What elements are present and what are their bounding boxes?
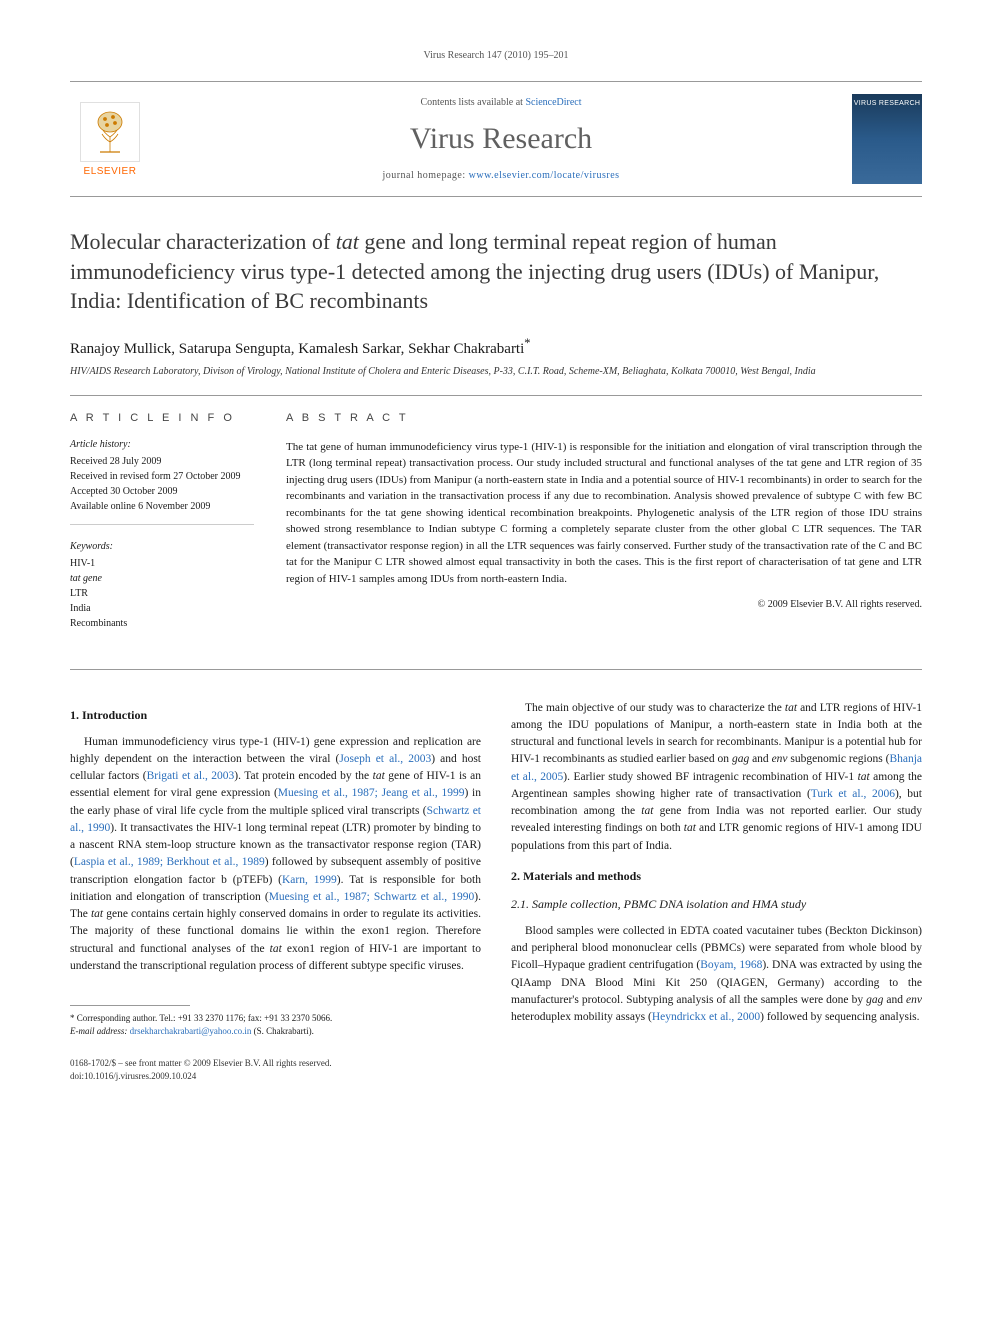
article-info-column: A R T I C L E I N F O Article history: R… xyxy=(70,396,270,669)
cover-label: VIRUS RESEARCH xyxy=(854,100,920,107)
email-suffix: (S. Chakrabarti). xyxy=(254,1026,314,1036)
italic-term: env xyxy=(772,753,788,765)
journal-center-block: Contents lists available at ScienceDirec… xyxy=(150,97,852,181)
sciencedirect-link[interactable]: ScienceDirect xyxy=(525,97,581,108)
journal-masthead: ELSEVIER Contents lists available at Sci… xyxy=(70,81,922,197)
elsevier-tree-icon xyxy=(80,102,140,162)
methods-paragraph-1: Blood samples were collected in EDTA coa… xyxy=(511,923,922,1027)
abstract-copyright: © 2009 Elsevier B.V. All rights reserved… xyxy=(286,597,922,612)
footnote-separator xyxy=(70,1005,190,1006)
journal-cover-thumbnail: VIRUS RESEARCH xyxy=(852,94,922,184)
citation-link[interactable]: Heyndrickx et al., 2000 xyxy=(652,1011,760,1023)
citation-link[interactable]: Muesing et al., 1987; Jeang et al., 1999 xyxy=(278,787,465,799)
keyword: tat gene xyxy=(70,571,254,586)
affiliation: HIV/AIDS Research Laboratory, Divison of… xyxy=(70,366,922,377)
authors-text: Ranajoy Mullick, Satarupa Sengupta, Kama… xyxy=(70,341,524,357)
keyword: Recombinants xyxy=(70,616,254,631)
homepage-prefix: journal homepage: xyxy=(382,170,468,181)
subsection-heading-2-1: 2.1. Sample collection, PBMC DNA isolati… xyxy=(511,895,922,913)
body-text: and xyxy=(749,753,771,765)
intro-paragraph-2: The main objective of our study was to c… xyxy=(511,700,922,855)
italic-term: tat xyxy=(858,771,870,783)
body-text: The main objective of our study was to c… xyxy=(525,702,785,714)
contents-lists-line: Contents lists available at ScienceDirec… xyxy=(150,97,852,108)
body-text: ). Tat protein encoded by the xyxy=(234,770,372,782)
abstract-column: A B S T R A C T The tat gene of human im… xyxy=(270,396,922,669)
footer-copyright: 0168-1702/$ – see front matter © 2009 El… xyxy=(70,1057,481,1070)
citation-link[interactable]: Muesing et al., 1987; Schwartz et al., 1… xyxy=(269,891,475,903)
body-text: heteroduplex mobility assays ( xyxy=(511,1011,652,1023)
history-line: Received 28 July 2009 xyxy=(70,454,254,469)
corresponding-author-footnote: * Corresponding author. Tel.: +91 33 237… xyxy=(70,1012,481,1037)
italic-term: tat xyxy=(785,702,797,714)
citation-link[interactable]: Boyam, 1968 xyxy=(700,959,762,971)
italic-term: tat xyxy=(91,908,103,920)
author-list: Ranajoy Mullick, Satarupa Sengupta, Kama… xyxy=(70,336,922,358)
italic-term: tat xyxy=(684,822,696,834)
italic-term: tat xyxy=(270,943,282,955)
keyword: LTR xyxy=(70,586,254,601)
body-two-column: 1. Introduction Human immunodeficiency v… xyxy=(70,700,922,1083)
keywords-block: Keywords: HIV-1 tat gene LTR India Recom… xyxy=(70,539,254,641)
footnote-email-line: E-mail address: drsekharchakrabarti@yaho… xyxy=(70,1025,481,1038)
keyword: HIV-1 xyxy=(70,556,254,571)
article-history-block: Article history: Received 28 July 2009 R… xyxy=(70,437,254,525)
keyword: India xyxy=(70,601,254,616)
running-header: Virus Research 147 (2010) 195–201 xyxy=(70,50,922,61)
history-line: Available online 6 November 2009 xyxy=(70,499,254,514)
page-footer: 0168-1702/$ – see front matter © 2009 El… xyxy=(70,1057,481,1082)
title-part-1: Molecular characterization of xyxy=(70,229,336,254)
body-text: ) followed by sequencing analysis. xyxy=(760,1011,919,1023)
corresponding-email-link[interactable]: drsekharchakrabarti@yahoo.co.in xyxy=(130,1026,252,1036)
italic-term: gag xyxy=(732,753,749,765)
section-heading-intro: 1. Introduction xyxy=(70,706,481,724)
history-label: Article history: xyxy=(70,437,254,452)
history-line: Accepted 30 October 2009 xyxy=(70,484,254,499)
footnote-corr: * Corresponding author. Tel.: +91 33 237… xyxy=(70,1012,481,1025)
citation-link[interactable]: Karn, 1999 xyxy=(282,874,337,886)
contents-prefix: Contents lists available at xyxy=(420,97,525,108)
journal-homepage-link[interactable]: www.elsevier.com/locate/virusres xyxy=(469,170,620,181)
citation-link[interactable]: Turk et al., 2006 xyxy=(811,788,895,800)
journal-homepage-line: journal homepage: www.elsevier.com/locat… xyxy=(150,170,852,181)
intro-paragraph-1: Human immunodeficiency virus type-1 (HIV… xyxy=(70,734,481,976)
body-text: ). Earlier study showed BF intragenic re… xyxy=(563,771,857,783)
article-info-heading: A R T I C L E I N F O xyxy=(70,410,254,427)
publisher-logo-block: ELSEVIER xyxy=(70,102,150,177)
left-column: 1. Introduction Human immunodeficiency v… xyxy=(70,700,481,1083)
corresponding-mark: * xyxy=(524,336,530,350)
italic-term: tat xyxy=(373,770,385,782)
elsevier-wordmark: ELSEVIER xyxy=(84,166,137,177)
journal-name: Virus Research xyxy=(150,122,852,156)
citation-link[interactable]: Brigati et al., 2003 xyxy=(147,770,235,782)
email-label: E-mail address: xyxy=(70,1026,127,1036)
section-heading-methods: 2. Materials and methods xyxy=(511,867,922,885)
citation-link[interactable]: Joseph et al., 2003 xyxy=(339,753,431,765)
footer-doi: doi:10.1016/j.virusres.2009.10.024 xyxy=(70,1070,481,1083)
italic-term: env xyxy=(906,994,922,1006)
body-text: subgenomic regions ( xyxy=(788,753,890,765)
abstract-heading: A B S T R A C T xyxy=(286,410,922,427)
italic-term: gag xyxy=(866,994,883,1006)
abstract-text: The tat gene of human immunodeficiency v… xyxy=(286,439,922,588)
citation-link[interactable]: Laspia et al., 1989; Berkhout et al., 19… xyxy=(74,856,265,868)
info-abstract-block: A R T I C L E I N F O Article history: R… xyxy=(70,395,922,670)
article-title: Molecular characterization of tat gene a… xyxy=(70,227,922,316)
right-column: The main objective of our study was to c… xyxy=(511,700,922,1083)
keywords-label: Keywords: xyxy=(70,539,254,554)
title-part-ital: tat xyxy=(336,229,359,254)
history-line: Received in revised form 27 October 2009 xyxy=(70,469,254,484)
italic-term: tat xyxy=(641,805,653,817)
body-text: and xyxy=(883,994,906,1006)
